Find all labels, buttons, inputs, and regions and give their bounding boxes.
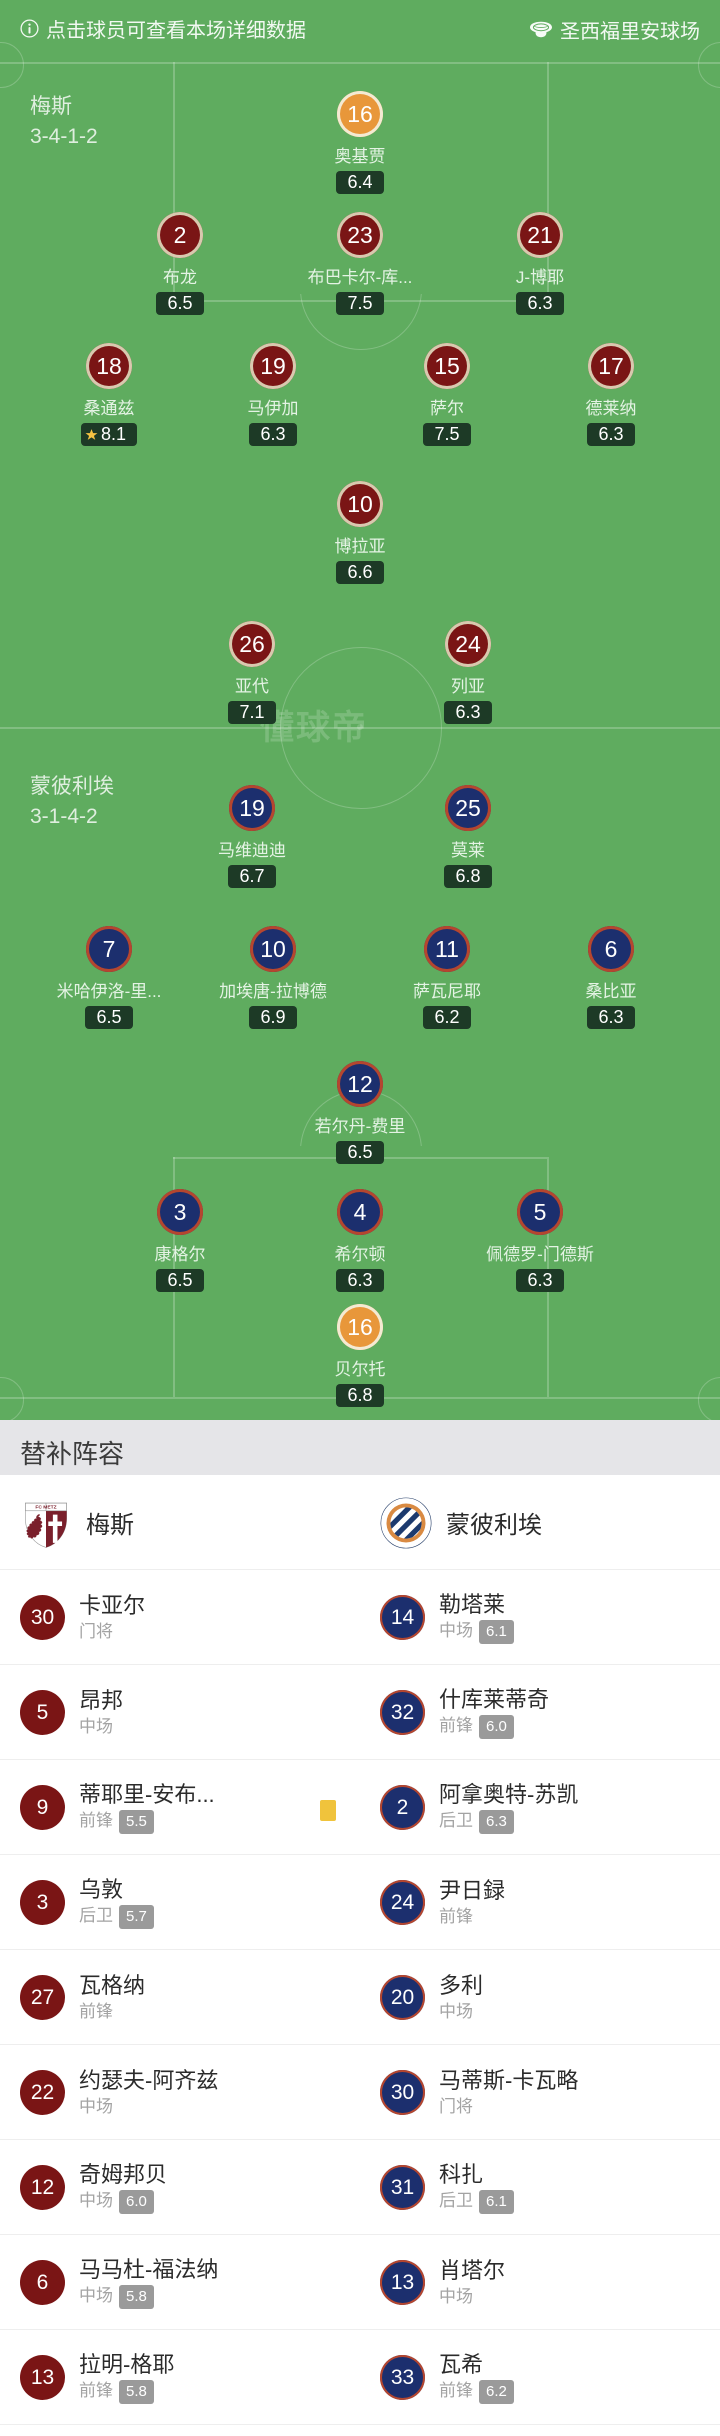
svg-text:FC METZ: FC METZ bbox=[35, 1504, 56, 1510]
